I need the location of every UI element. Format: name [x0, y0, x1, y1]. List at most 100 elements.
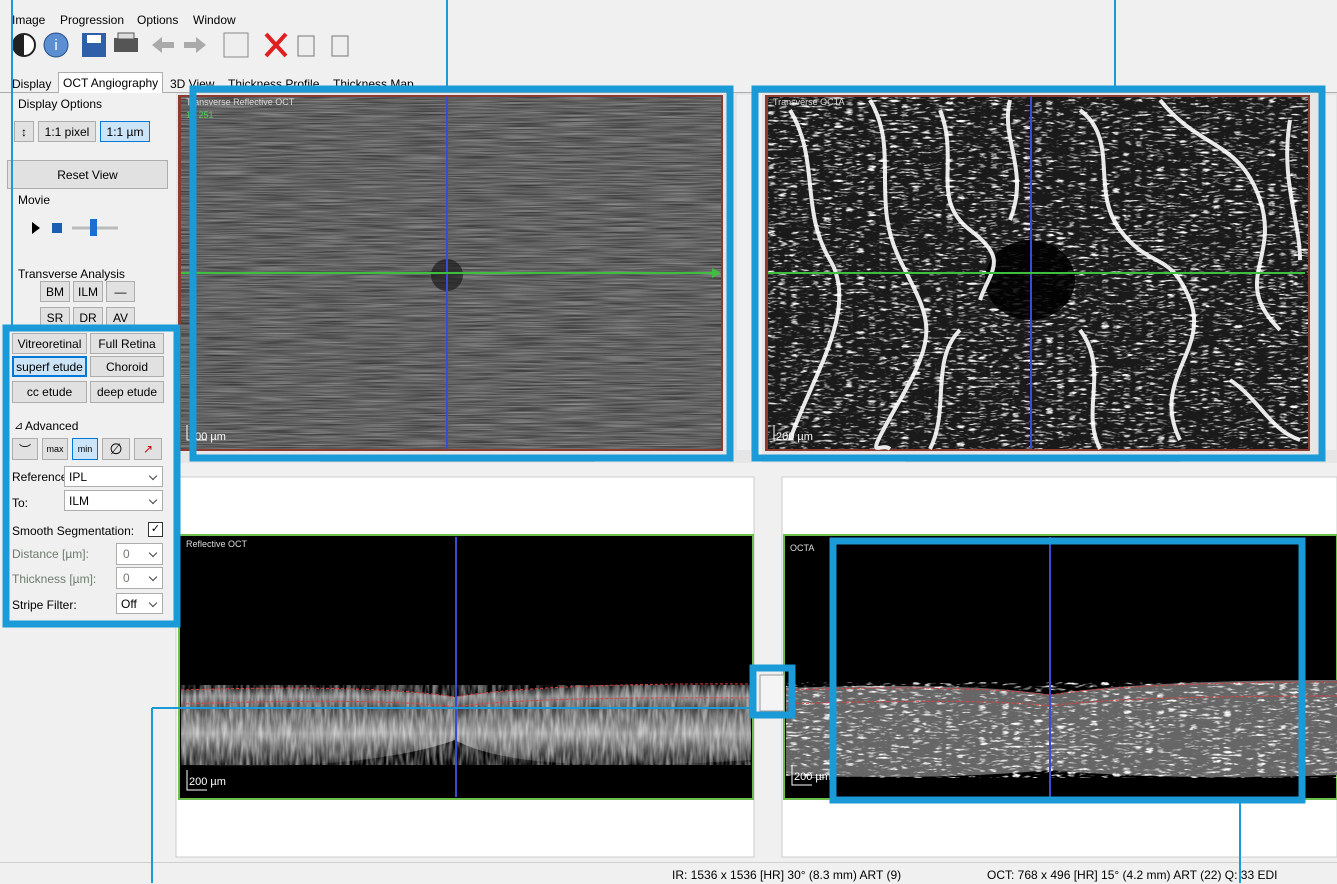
tab[interactable]: 3D View [170, 77, 214, 91]
group-title: Movie [18, 193, 50, 207]
svg-text:i: i [54, 37, 57, 54]
image-texture [786, 682, 1337, 778]
image [181, 97, 721, 449]
tab-line [0, 92, 1337, 93]
image-title: Transverse OCTA [773, 97, 845, 107]
frame-counter: 1 / 251 [186, 110, 214, 120]
tab[interactable]: Thickness Map [333, 77, 414, 91]
collapse-icon[interactable]: ⊿ [14, 419, 23, 432]
group-title: Display Options [18, 97, 102, 111]
play-icon [32, 222, 40, 234]
menu-item[interactable]: Progression [60, 13, 124, 27]
segmentation-line [181, 698, 751, 707]
menu-item[interactable]: Options [137, 13, 178, 27]
callout-lines [12, 0, 1240, 883]
button[interactable]: cc etude [12, 381, 87, 403]
slider-thumb [90, 219, 97, 236]
segmentation-line [786, 682, 1337, 695]
segmentation-line [181, 684, 751, 697]
scale-label: 200 µm [776, 431, 813, 443]
icon-button[interactable]: ↕ [14, 121, 34, 142]
status-text: IR: 1536 x 1536 [HR] 30° (8.3 mm) ART (9… [672, 868, 901, 882]
tab[interactable]: Thickness Profile [228, 77, 319, 91]
icon-button[interactable]: ︶ [12, 438, 38, 460]
button[interactable]: 1:1 pixel [38, 121, 96, 142]
dropdown[interactable]: IPL [64, 466, 163, 487]
button[interactable]: Choroid [90, 356, 164, 377]
image-texture [181, 97, 721, 449]
checkbox[interactable]: ✓ [148, 522, 163, 537]
tab-active[interactable]: OCT Angiography [58, 72, 163, 93]
annotations [6, 89, 1322, 800]
button[interactable]: min [72, 438, 98, 460]
viewport [782, 477, 1337, 857]
viewport [176, 93, 752, 463]
button[interactable]: BM [40, 281, 70, 302]
label: Distance [µm]: [12, 547, 89, 561]
retina-band [786, 680, 1337, 777]
button[interactable]: — [106, 281, 135, 302]
group-title: Advanced [25, 419, 78, 433]
label: Smooth Segmentation: [12, 524, 134, 538]
icon-button[interactable]: ↗ [134, 438, 162, 460]
image [768, 97, 1308, 449]
button[interactable]: AV [106, 307, 135, 328]
image-title: OCTA [790, 543, 814, 553]
scale-label: 200 µm [189, 431, 226, 443]
menu-item[interactable]: Window [193, 13, 236, 27]
button[interactable]: DR [73, 307, 103, 328]
label: Thickness [µm]: [12, 572, 96, 586]
button[interactable]: SR [40, 307, 70, 328]
segmentation-line [786, 696, 1337, 706]
label: Stripe Filter: [12, 598, 77, 612]
image-border [765, 95, 1310, 451]
scrollbar-thumb [905, 455, 1180, 462]
retina-band [181, 684, 751, 766]
icon-button[interactable]: ∅ [102, 438, 130, 460]
dropdown[interactable]: Off [116, 593, 163, 614]
button[interactable]: Reset View [7, 160, 168, 189]
label: To: [12, 496, 28, 510]
button[interactable]: deep etude [90, 381, 164, 403]
scrollbar-thumb [320, 455, 595, 462]
button[interactable]: 1:1 µm [100, 121, 150, 142]
scale-label: 200 µm [189, 776, 226, 788]
button[interactable]: Full Retina [90, 333, 164, 354]
scale-bar [187, 770, 207, 790]
toolbar: i [13, 33, 348, 57]
app-window: Image Progression Options Window Display… [0, 0, 1337, 883]
input[interactable]: 0 [116, 567, 163, 589]
vessels [790, 100, 1300, 449]
scale-bar [774, 425, 794, 440]
image-texture [768, 97, 1308, 449]
scrollbar [1322, 95, 1336, 450]
group-title: Transverse Analysis [18, 267, 125, 281]
viewport [176, 477, 754, 857]
link-button [760, 675, 784, 711]
button[interactable]: ILM [73, 281, 103, 302]
image [784, 535, 1337, 799]
scale-bar [792, 765, 812, 785]
dropdown[interactable]: ILM [64, 490, 163, 511]
scale-label: 200 µm [794, 771, 831, 783]
menu-item[interactable]: Image [12, 13, 45, 27]
status-text: OCT: 768 x 496 [HR] 15° (4.2 mm) ART (22… [987, 868, 1277, 882]
image-title: Reflective OCT [186, 539, 248, 549]
scrollbar [737, 95, 751, 450]
canvas: i Transverse Reflective OCT 1 / 251 200 … [0, 0, 1337, 883]
label: Reference: [12, 470, 71, 484]
button[interactable]: max [42, 438, 68, 460]
fovea [431, 259, 463, 291]
arrow [712, 268, 721, 278]
fovea [985, 240, 1075, 320]
image-border [178, 95, 723, 451]
input[interactable]: 0 [116, 543, 163, 565]
save-icon [52, 223, 62, 233]
scale-bar [187, 425, 207, 440]
viewport [762, 93, 1337, 463]
button[interactable]: superf etude [12, 356, 87, 377]
image-title: Transverse Reflective OCT [186, 97, 295, 107]
image-texture [181, 685, 751, 765]
tab[interactable]: Display [12, 77, 51, 91]
button[interactable]: Vitreoretinal [12, 333, 87, 354]
